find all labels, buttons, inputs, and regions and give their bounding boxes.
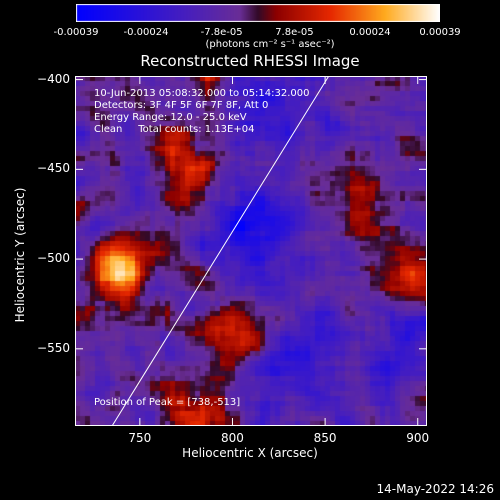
axis-ticks: [75, 76, 427, 426]
colorbar-tick-label: -7.8e-05: [200, 27, 243, 38]
colorbar-tick-label: 0.00039: [419, 27, 461, 38]
plot-area: [75, 76, 427, 426]
x-tick-label: 800: [221, 431, 244, 445]
y-tick-label: −450: [37, 161, 70, 176]
y-tick-label: −500: [37, 251, 70, 266]
colorbar: [76, 4, 440, 22]
info-clean: Clean Total counts: 1.13E+04: [94, 124, 255, 135]
colorbar-tick-label: -0.00024: [123, 27, 169, 38]
colorbar-tick-label: -0.00039: [53, 27, 99, 38]
info-detectors: Detectors: 3F 4F 5F 6F 7F 8F, Att 0: [94, 100, 269, 111]
colorbar-tick-label: 7.8e-05: [275, 27, 314, 38]
plot-overlay: [75, 76, 427, 426]
y-tick-label: −550: [37, 340, 70, 355]
plot-frame: [75, 76, 427, 426]
colorbar-tick-label: 0.00024: [349, 27, 391, 38]
x-axis-label: Heliocentric X (arcsec): [182, 446, 318, 460]
timestamp: 14-May-2022 14:26: [376, 482, 494, 496]
x-tick-label: 850: [313, 431, 337, 445]
heatmap-image: [75, 76, 427, 426]
x-tick-label: 750: [128, 431, 152, 445]
info-time: 10-Jun-2013 05:08:32.000 to 05:14:32.000: [94, 88, 310, 99]
y-tick-label: −400: [37, 71, 70, 86]
colorbar-units: (photons cm⁻² s⁻¹ asec⁻²): [205, 39, 335, 50]
position-of-peak: Position of Peak = [738,-513]: [94, 397, 241, 408]
y-axis-label: Heliocentric Y (arcsec): [13, 187, 27, 323]
x-tick-label: 900: [406, 431, 430, 445]
limb-line: [111, 76, 330, 426]
chart-title: Reconstructed RHESSI Image: [140, 52, 360, 70]
info-energy: Energy Range: 12.0 - 25.0 keV: [94, 112, 247, 123]
